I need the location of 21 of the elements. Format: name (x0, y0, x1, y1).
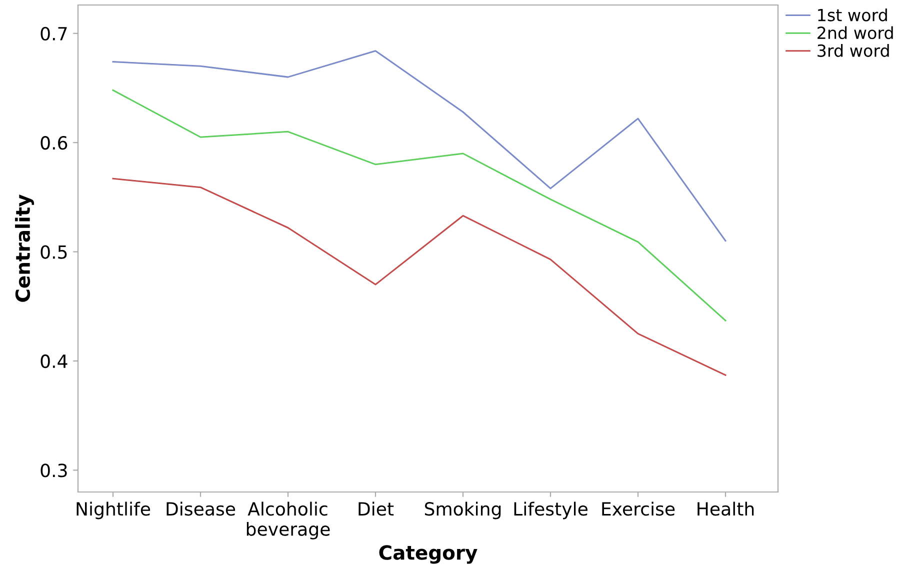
x-axis-title: Category (379, 545, 478, 564)
x-tick-label: Lifestyle (514, 502, 588, 520)
x-tick-label: Diet (358, 502, 394, 516)
legend-label: 1st word (818, 8, 887, 22)
x-tick-label: Exercise (602, 502, 675, 516)
y-tick-label: 0.5 (40, 245, 67, 259)
y-tick-label: 0.7 (40, 26, 67, 41)
x-tick-label: Nightlife (76, 502, 150, 520)
x-tick-label: Smoking (424, 502, 501, 520)
legend-label: 3rd word (818, 44, 889, 57)
line-series (112, 178, 726, 376)
y-axis-title: Centrality (15, 194, 34, 302)
legend-label: 2nd word (818, 26, 893, 40)
x-tick-label: Health (698, 502, 754, 516)
y-tick-label: 0.4 (40, 354, 68, 368)
x-tick-label: Alcoholic beverage (246, 502, 330, 540)
y-tick-label: 0.3 (40, 464, 67, 478)
x-tick-label: Disease (166, 502, 236, 516)
y-tick-label: 0.6 (40, 136, 68, 150)
line-series (112, 50, 726, 242)
line-series (112, 89, 726, 322)
